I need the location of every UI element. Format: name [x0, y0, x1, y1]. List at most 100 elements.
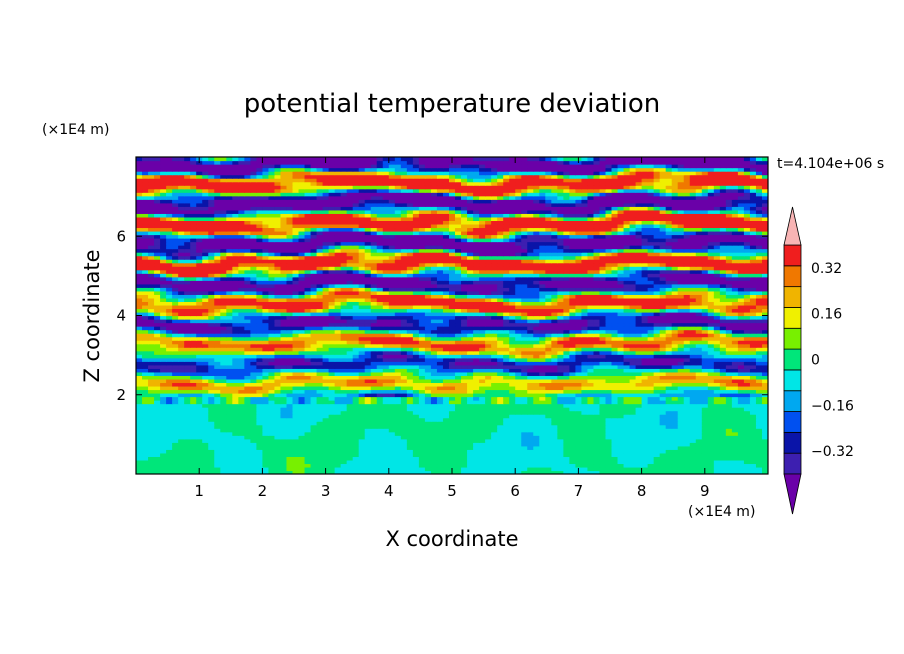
heatmap-cell [503, 470, 510, 474]
heatmap-cell [280, 424, 288, 429]
heatmap-cell [479, 350, 486, 355]
heatmap-cell [274, 424, 282, 429]
heatmap-cell [202, 424, 209, 429]
heatmap-cell [581, 414, 589, 419]
heatmap-cell [593, 308, 601, 313]
heatmap-cell [503, 371, 510, 376]
heatmap-cell [250, 392, 257, 398]
heatmap-cell [412, 347, 420, 352]
heatmap-cell [497, 414, 504, 419]
heatmap-cell [581, 371, 589, 376]
heatmap-cell [448, 382, 456, 387]
heatmap-cell [647, 400, 655, 405]
heatmap-cell [322, 336, 330, 341]
heatmap-cell [623, 392, 631, 398]
heatmap-cell [382, 389, 390, 394]
heatmap-cell [647, 371, 655, 376]
heatmap-cell [755, 445, 763, 450]
heatmap-cell [256, 442, 263, 447]
heatmap-cell [364, 456, 372, 461]
heatmap-cell [178, 445, 185, 450]
heatmap-cell [394, 378, 402, 384]
heatmap-cell [364, 463, 372, 468]
heatmap-cell [382, 308, 390, 313]
heatmap-cell [328, 319, 336, 324]
heatmap-cell [569, 357, 576, 362]
heatmap-cell [725, 382, 733, 387]
heatmap-cell [611, 368, 619, 373]
heatmap-cell [671, 463, 679, 468]
heatmap-cell [250, 329, 257, 334]
heatmap-cell [238, 311, 245, 317]
heatmap-cell [473, 371, 480, 376]
heatmap-cell [436, 375, 444, 380]
heatmap-cell [707, 456, 715, 461]
heatmap-cell [352, 452, 360, 457]
heatmap-cell [737, 470, 745, 474]
heatmap-cell [244, 410, 251, 415]
heatmap-cell [160, 375, 167, 380]
heatmap-cell [250, 350, 257, 355]
heatmap-cell [731, 403, 739, 408]
heatmap-cell [322, 449, 330, 454]
heatmap-cell [226, 343, 233, 348]
heatmap-cell [172, 357, 179, 362]
heatmap-cell [653, 343, 661, 348]
heatmap-cell [286, 417, 294, 422]
heatmap-cell [280, 456, 288, 461]
heatmap-cell [346, 431, 354, 436]
heatmap-cell [587, 382, 595, 387]
heatmap-cell [328, 407, 336, 412]
heatmap-cell [587, 392, 595, 398]
heatmap-cell [406, 326, 414, 331]
heatmap-cell [749, 452, 757, 457]
heatmap-cell [268, 368, 276, 373]
heatmap-cell [671, 466, 679, 472]
heatmap-cell [749, 463, 757, 468]
heatmap-cell [461, 347, 468, 352]
heatmap-cell [467, 347, 474, 352]
heatmap-cell [442, 329, 450, 334]
heatmap-cell [148, 452, 155, 457]
heatmap-cell [262, 319, 270, 324]
heatmap-cell [701, 333, 709, 338]
heatmap-cell [503, 400, 510, 405]
heatmap-cell [400, 449, 408, 454]
heatmap-cell [761, 463, 768, 468]
heatmap-cell [605, 382, 613, 387]
heatmap-cell [298, 431, 306, 436]
heatmap-cell [503, 357, 510, 362]
heatmap-cell [262, 329, 270, 334]
heatmap-cell [262, 347, 270, 352]
heatmap-cell [461, 392, 468, 398]
heatmap-cell [160, 322, 167, 327]
heatmap-cell [563, 343, 570, 348]
heatmap-cell [436, 400, 444, 405]
heatmap-cell [382, 347, 390, 352]
heatmap-cell [617, 308, 625, 313]
heatmap-cell [394, 368, 402, 373]
heatmap-cell [232, 417, 239, 422]
heatmap-cell [605, 428, 613, 433]
heatmap-cell [208, 319, 215, 324]
heatmap-cell [196, 340, 203, 345]
heatmap-cell [737, 456, 745, 461]
heatmap-cell [761, 385, 768, 391]
heatmap-cell [527, 319, 534, 324]
heatmap-cell [160, 354, 167, 359]
heatmap-cell [316, 414, 324, 419]
heatmap-cell [479, 340, 486, 345]
heatmap-cell [737, 361, 745, 366]
heatmap-cell [394, 361, 402, 366]
heatmap-cell [226, 410, 233, 415]
heatmap-cell [160, 392, 167, 398]
heatmap-cell [743, 438, 751, 443]
heatmap-cell [581, 329, 589, 334]
heatmap-cell [689, 350, 697, 355]
heatmap-cell [725, 308, 733, 313]
heatmap-cell [262, 368, 270, 373]
heatmap-cell [533, 319, 540, 324]
heatmap-cell [635, 319, 643, 324]
heatmap-cell [292, 442, 300, 447]
heatmap-cell [491, 463, 498, 468]
